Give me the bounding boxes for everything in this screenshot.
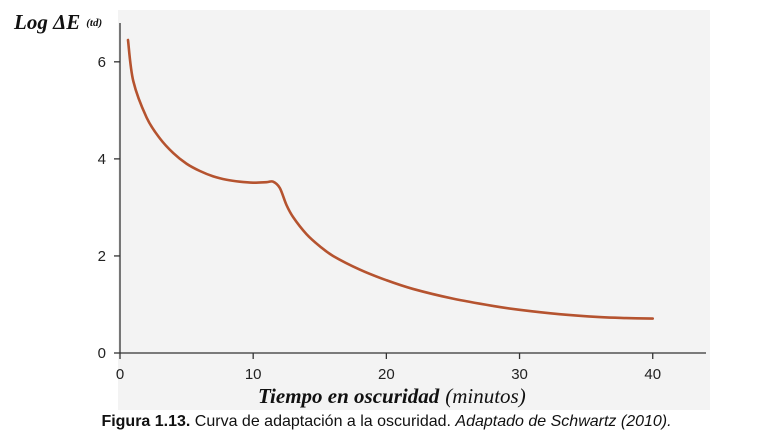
x-axis-unit: (minutos) (445, 384, 526, 408)
caption-source: Adaptado de Schwartz (2010). (455, 413, 672, 430)
series-group (126, 38, 655, 320)
axes: 0 2 4 6 0 10 20 30 40 (98, 23, 706, 383)
caption-label: Figura 1.13. (101, 413, 191, 430)
y-tick-label: 2 (98, 248, 106, 265)
x-tick-label: 10 (245, 366, 262, 383)
x-tick-label: 0 (116, 366, 124, 383)
figure-caption: Figura 1.13. Curva de adaptación a la os… (0, 413, 773, 431)
adaptation-curve (126, 38, 655, 320)
y-axis-title: Log ΔE (14, 10, 81, 34)
y-axis-label: Log ΔE (td) (14, 10, 102, 35)
y-tick-label: 0 (98, 345, 106, 362)
x-tick-label: 40 (644, 366, 661, 383)
x-tick-label: 30 (511, 366, 528, 383)
y-tick-label: 6 (98, 54, 106, 71)
caption-text: Curva de adaptación a la oscuridad. (190, 413, 456, 430)
plot-area (118, 10, 710, 410)
x-axis-title: Tiempo en oscuridad (258, 384, 440, 408)
y-axis-unit: (td) (86, 17, 103, 29)
y-tick-label: 4 (98, 151, 106, 168)
x-tick-label: 20 (378, 366, 395, 383)
